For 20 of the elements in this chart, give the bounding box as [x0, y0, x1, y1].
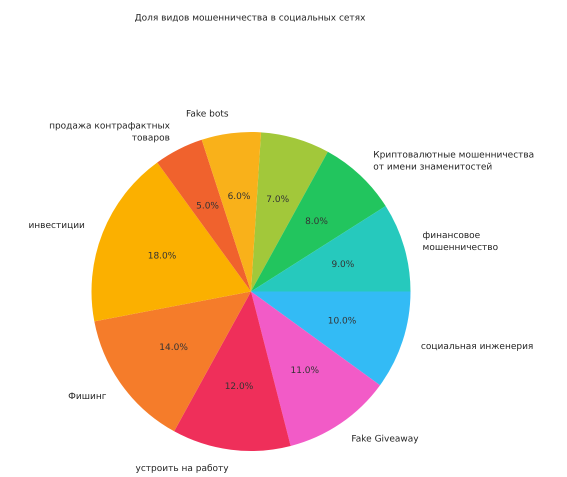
data-label: 5.0%	[196, 202, 220, 212]
data-label: 14.0%	[159, 343, 188, 354]
data-label: 7.0%	[266, 194, 290, 205]
slice-label: Fake bots	[186, 110, 229, 120]
data-label: 8.0%	[305, 217, 328, 228]
slice-label: инвестиции	[28, 221, 86, 232]
slice-label: Fake Giveaway	[351, 434, 420, 445]
slice-label: продажа контрафактных товаров	[49, 122, 171, 144]
chart-title: Доля видов мошенничества в социальных сетях	[134, 13, 366, 24]
data-label: 18.0%	[148, 252, 177, 262]
data-label: 11.0%	[290, 366, 320, 376]
data-label: 12.0%	[224, 382, 254, 392]
data-label: 10.0%	[328, 316, 357, 326]
slice-label: социальная инженерия	[420, 342, 534, 352]
slice-label: Криптовалютные мошенничества от имени знаменитостей	[373, 150, 534, 173]
slice-label: финансовое мошенничество	[422, 231, 499, 254]
slice-label: устроить на работу	[136, 464, 230, 474]
slice-label: Фишинг	[68, 392, 107, 402]
data-label: 6.0%	[228, 192, 251, 202]
data-label: 9.0%	[331, 260, 355, 270]
